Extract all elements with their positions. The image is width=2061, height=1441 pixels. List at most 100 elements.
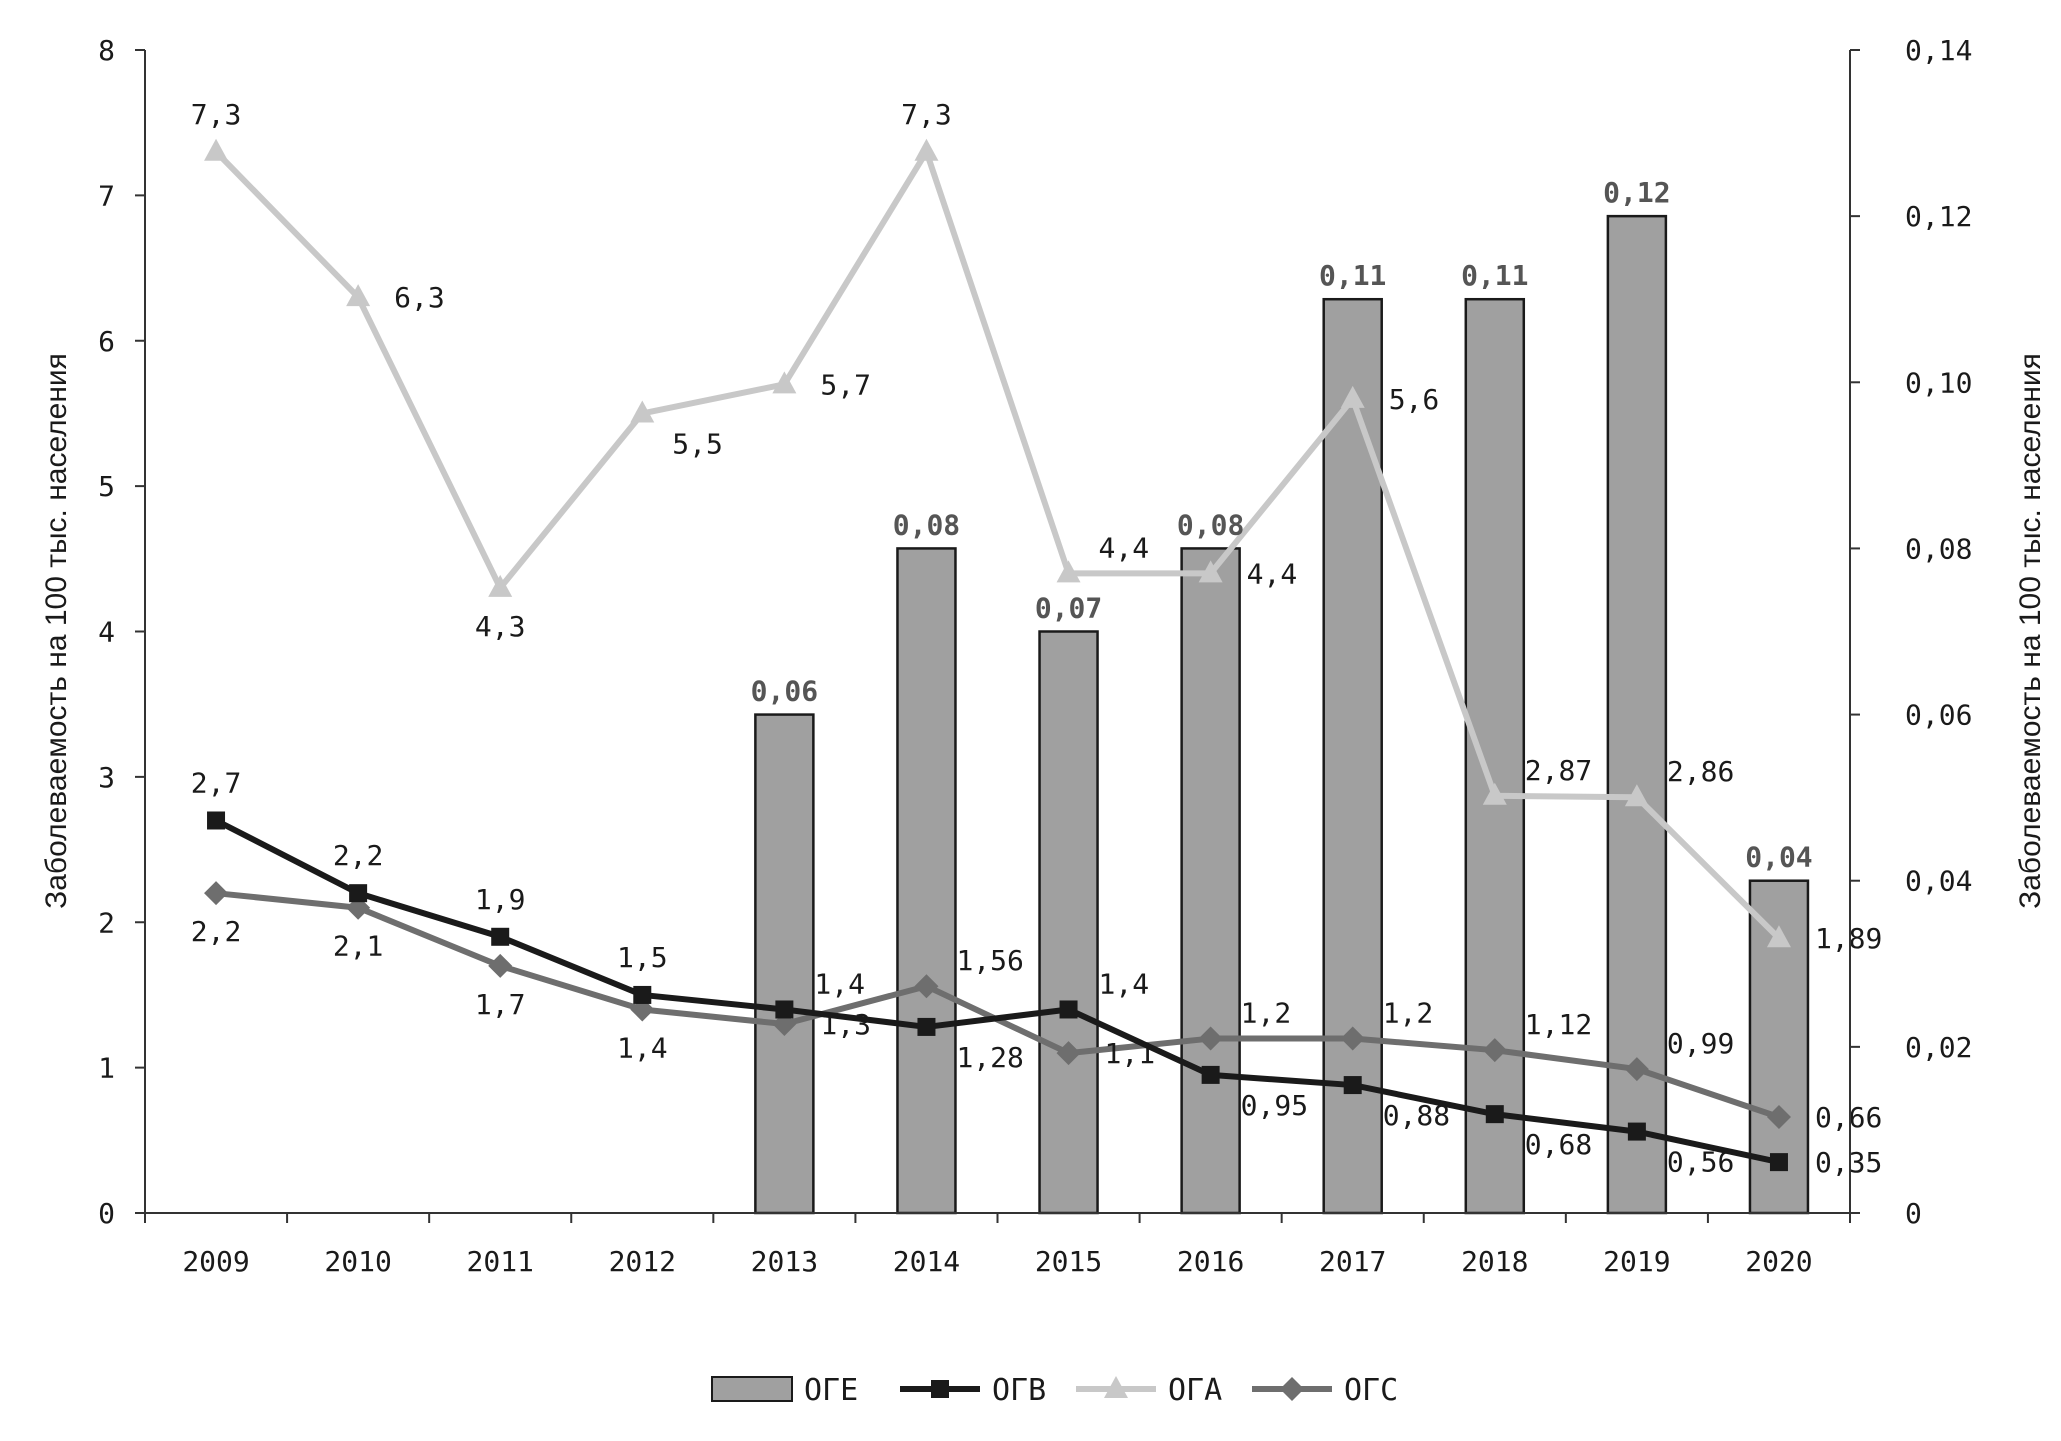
data-label-ogs: 1,3 (820, 1008, 871, 1041)
point-ogv (1485, 1105, 1504, 1124)
legend-marker-ogv (931, 1380, 949, 1398)
point-oga (204, 138, 229, 161)
point-ogv (1201, 1065, 1220, 1084)
data-label-oga: 7,3 (191, 98, 242, 131)
line-oga (213, 148, 1782, 941)
line-ogs (215, 890, 1780, 1120)
point-ogv (349, 884, 368, 903)
data-label-ogs: 1,56 (956, 944, 1023, 977)
legend-label-ogs: ОГС (1344, 1373, 1398, 1408)
data-label-ogv: 0,56 (1667, 1146, 1734, 1179)
bar-series-oge (754, 214, 1810, 1215)
data-label-ogv: 0,68 (1525, 1128, 1592, 1161)
point-oga (914, 138, 939, 161)
right-tick-label: 0,04 (1905, 865, 1972, 898)
legend-swatch-oge (711, 1376, 793, 1402)
right-axis-ticks: 0 0,02 0,04 0,06 0,08 0,10 0,12 0,14 (1850, 34, 1972, 1230)
point-ogs (488, 953, 513, 978)
left-tick-label: 3 (98, 761, 115, 794)
point-ogv (491, 927, 510, 946)
point-ogv (1627, 1122, 1646, 1141)
bar-data-label: 0,06 (751, 675, 818, 708)
left-tick-label: 2 (98, 906, 115, 939)
x-tick-label: 2009 (182, 1245, 249, 1278)
right-tick-label: 0,08 (1905, 532, 1972, 565)
point-ogs (1766, 1105, 1791, 1130)
data-label-oga: 5,5 (672, 427, 723, 460)
point-ogs (1056, 1041, 1081, 1066)
x-tick-label: 2011 (466, 1245, 533, 1278)
point-oga (488, 574, 513, 597)
x-tick-label: 2019 (1603, 1245, 1670, 1278)
data-label-oga: 6,3 (394, 281, 445, 314)
right-tick-label: 0,10 (1905, 366, 1972, 399)
point-ogv (633, 985, 652, 1004)
point-ogs (914, 974, 939, 999)
bar-data-label: 0,04 (1745, 841, 1812, 874)
point-ogs (1624, 1057, 1649, 1082)
right-tick-label: 0 (1905, 1197, 1922, 1230)
bar (1322, 297, 1383, 1215)
bar (896, 547, 957, 1215)
data-label-ogv: 2,2 (333, 839, 384, 872)
data-label-ogs: 1,2 (1383, 997, 1434, 1030)
bar (1180, 547, 1241, 1215)
point-ogv (1343, 1076, 1362, 1095)
data-label-oga: 4,4 (1099, 531, 1150, 564)
x-tick-label: 2020 (1745, 1245, 1812, 1278)
bar (1606, 214, 1668, 1215)
data-label-ogv: 1,28 (956, 1041, 1023, 1074)
x-tick-label: 2018 (1461, 1245, 1528, 1278)
right-tick-label: 0,12 (1905, 200, 1972, 233)
bar-data-label: 0,08 (1177, 508, 1244, 541)
bar (754, 713, 815, 1215)
data-label-ogv: 2,7 (191, 766, 242, 799)
x-axis-ticks: 2009 2010 2011 2012 2013 2014 2015 2016 2017 2018… (144, 1213, 1851, 1278)
line-ogv (214, 817, 1780, 1166)
x-tick-label: 2014 (893, 1245, 960, 1278)
data-label-ogs: 1,12 (1525, 1008, 1592, 1041)
point-oga (630, 400, 655, 423)
data-label-oga: 4,4 (1247, 557, 1298, 590)
x-tick-label: 2012 (609, 1245, 676, 1278)
bar-data-label: 0,11 (1319, 259, 1386, 292)
left-axis-ticks: 0 1 2 3 4 5 6 7 8 (98, 34, 145, 1230)
plot-area: 0,06 0,08 0,07 0,08 0,11 0,11 0,12 0,04 7,3 6,3 4,… (191, 98, 1883, 1215)
point-ogv (1769, 1153, 1788, 1172)
right-axis-title: Заболеваемость на 100 тыс. населения (2014, 353, 2047, 909)
point-oga (1482, 782, 1507, 805)
left-tick-label: 0 (98, 1197, 115, 1230)
point-oga (1340, 385, 1365, 408)
data-label-ogs: 0,66 (1815, 1101, 1882, 1134)
point-ogv (1059, 1000, 1078, 1019)
data-label-oga: 4,3 (475, 610, 526, 643)
data-label-ogv: 1,4 (1099, 967, 1150, 1000)
data-label-oga: 2,87 (1525, 754, 1592, 787)
data-label-ogs: 1,7 (475, 988, 526, 1021)
point-ogs (204, 881, 229, 906)
legend-marker-ogs (1280, 1377, 1304, 1401)
left-tick-label: 7 (98, 179, 115, 212)
data-label-ogv: 0,35 (1815, 1146, 1882, 1179)
right-tick-label: 0,14 (1905, 34, 1972, 67)
data-label-ogv: 1,4 (814, 967, 865, 1000)
line-series (204, 138, 1791, 1172)
legend-label-oga: ОГА (1168, 1373, 1222, 1408)
legend: ОГЕ ОГВ ОГА ОГС (711, 1373, 1398, 1408)
point-oga (1056, 560, 1081, 583)
right-tick-label: 0,02 (1905, 1031, 1972, 1064)
data-label-ogs: 1,1 (1105, 1037, 1156, 1070)
data-label-ogs: 2,1 (333, 930, 384, 963)
data-label-oga: 5,7 (820, 368, 871, 401)
data-label-ogs: 1,2 (1241, 997, 1292, 1030)
point-ogv (775, 1000, 794, 1019)
x-tick-label: 2017 (1319, 1245, 1386, 1278)
data-label-oga: 2,86 (1667, 755, 1734, 788)
data-labels: 0,06 0,08 0,07 0,08 0,11 0,11 0,12 0,04 7,3 6,3 4,… (191, 98, 1883, 1179)
data-label-ogs: 2,2 (191, 915, 242, 948)
point-ogv (207, 811, 226, 830)
legend-label-ogv: ОГВ (992, 1373, 1046, 1408)
x-tick-label: 2010 (324, 1245, 391, 1278)
